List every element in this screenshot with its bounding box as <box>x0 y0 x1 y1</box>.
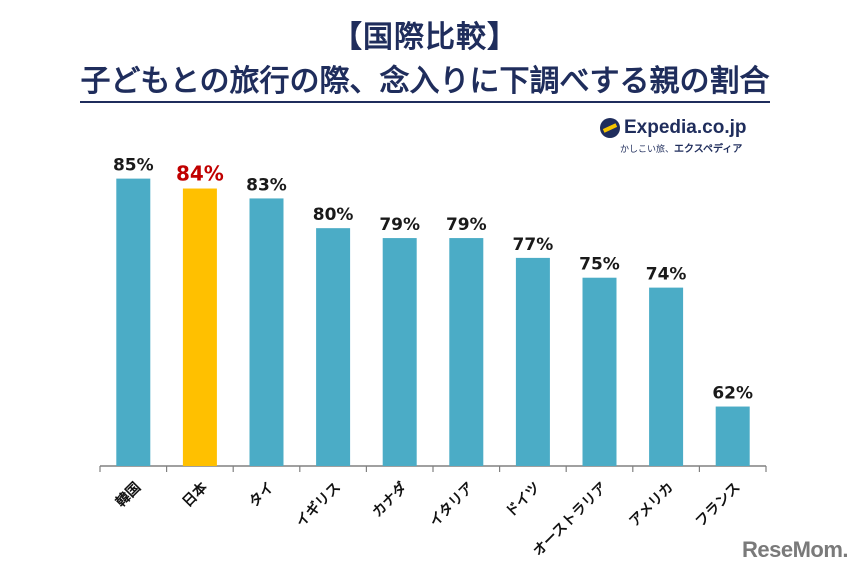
data-label: 74% <box>646 265 687 285</box>
bar <box>382 238 417 466</box>
x-tick-label: イタリア <box>427 480 478 531</box>
data-label: 84% <box>176 162 224 186</box>
x-tick-label: アメリカ <box>627 480 677 530</box>
chart-title-line1: 【国際比較】 <box>332 20 518 55</box>
bar <box>249 198 284 466</box>
bar <box>116 178 151 467</box>
x-tick-label: ドイツ <box>503 480 544 521</box>
data-label: 75% <box>579 255 620 275</box>
x-tick-label: タイ <box>246 480 277 511</box>
bar <box>449 238 484 466</box>
data-label: 85% <box>113 156 154 176</box>
x-tick-label: 韓国 <box>112 479 144 511</box>
data-label: 80% <box>313 205 354 225</box>
x-tick-label: フランス <box>693 480 744 531</box>
logo-tagline: かしこい旅、エクスペディア <box>620 140 760 155</box>
x-tick-label: カナダ <box>369 479 411 521</box>
globe-plane-icon <box>600 118 620 138</box>
bar <box>649 287 684 466</box>
data-label: 62% <box>712 384 753 404</box>
expedia-logo: Expedia.co.jp かしこい旅、エクスペディア <box>600 117 760 155</box>
chart-title-text: 子どもとの旅行の際、念入りに下調べする親の割合 <box>80 64 770 103</box>
logo-brand: Expedia.co.jp <box>624 117 747 138</box>
data-label: 79% <box>446 215 487 235</box>
x-tick-label: 日本 <box>179 478 212 511</box>
bar <box>182 188 217 466</box>
bar <box>582 277 617 466</box>
tagline-brand: エクスペディア <box>674 144 743 155</box>
tagline-prefix: かしこい旅、 <box>620 145 675 155</box>
chart-title-line2: 子どもとの旅行の際、念入りに下調べする親の割合 <box>0 56 850 103</box>
data-label: 79% <box>379 215 420 235</box>
bar <box>515 257 550 466</box>
data-label: 83% <box>246 175 287 195</box>
bar <box>715 406 750 466</box>
bar <box>316 228 351 466</box>
data-label: 77% <box>513 235 554 255</box>
x-tick-label: イギリス <box>292 479 344 531</box>
resemom-watermark: ReseMom. <box>742 537 849 562</box>
